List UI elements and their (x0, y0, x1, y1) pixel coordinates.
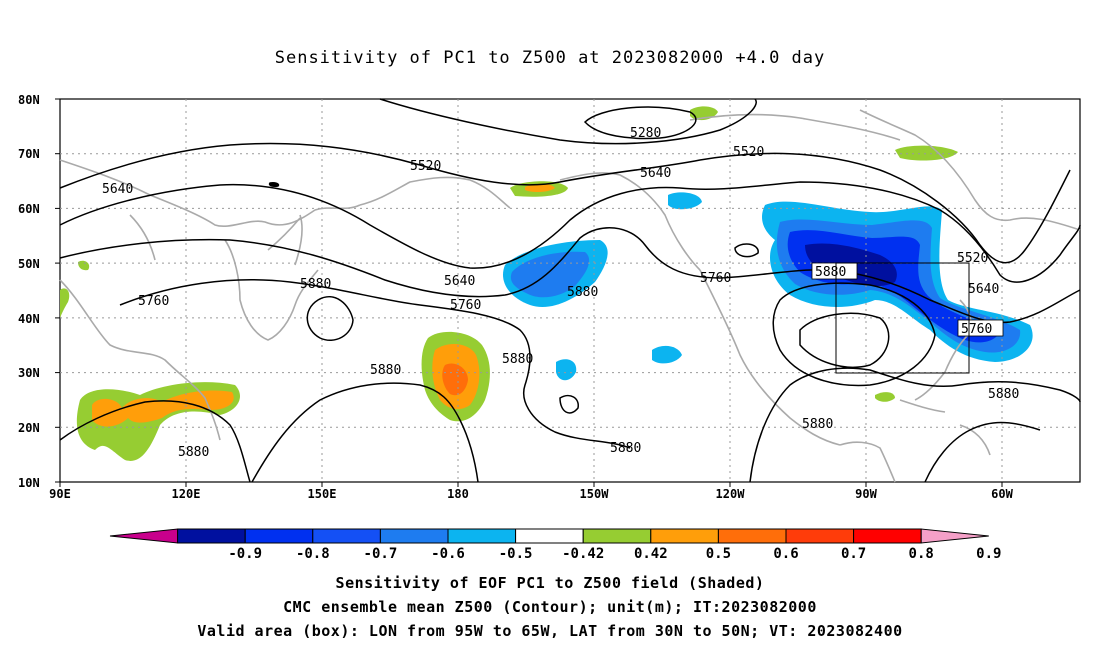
colorbar-segment (244, 528, 314, 544)
graticule (60, 99, 1080, 482)
z500-contours (59, 98, 1081, 483)
colorbar-segment (785, 528, 855, 544)
contour-label: 5520 (733, 145, 764, 160)
colorbar-label: -0.5 (499, 546, 533, 562)
positive-core-asia (92, 390, 234, 427)
contour-label: 5640 (444, 274, 475, 289)
colorbar-segment (717, 528, 787, 544)
lon-label: 150E (308, 487, 337, 501)
lat-label: 10N (18, 476, 40, 490)
colorbar-label: -0.42 (562, 546, 604, 562)
colorbar-label: 0.7 (841, 546, 866, 562)
lon-label: 60W (991, 487, 1013, 501)
contour-label: 5880 (988, 387, 1019, 402)
colorbar-segment (109, 528, 179, 544)
contour-label: 5880 (370, 363, 401, 378)
contour-label: 5640 (640, 166, 671, 181)
lat-label: 30N (18, 366, 40, 380)
colorbar: -0.9 -0.8 -0.7 -0.6 -0.5 -0.42 0.42 0.5 0.6 0.7 0.… (109, 528, 1001, 562)
contour-label: 5880 (567, 285, 598, 300)
colorbar-label: 0.8 (909, 546, 934, 562)
caption-line-1: Sensitivity of EOF PC1 to Z500 field (Sh… (335, 574, 765, 592)
latitude-labels: 80N 70N 60N 50N 40N 30N 20N 10N (18, 93, 40, 490)
contour-label: 5760 (700, 271, 731, 286)
contour-label: 5640 (968, 282, 999, 297)
chart-title: Sensitivity of PC1 to Z500 at 2023082000… (274, 48, 826, 68)
lon-label: 150W (580, 487, 610, 501)
colorbar-segment (515, 528, 584, 544)
colorbar-segment (312, 528, 381, 544)
caption-line-2: CMC ensemble mean Z500 (Contour); unit(m… (283, 598, 817, 616)
coastlines (59, 109, 1081, 483)
colorbar-segment (650, 528, 719, 544)
contour-label: 5640 (102, 182, 133, 197)
contour-label: 5880 (300, 277, 331, 292)
colorbar-label: 0.42 (634, 546, 668, 562)
lat-label: 50N (18, 257, 40, 271)
lon-label: 90W (855, 487, 877, 501)
lat-label: 40N (18, 312, 40, 326)
contour-label: 5760 (450, 298, 481, 313)
colorbar-segment (920, 528, 989, 544)
lon-label: 120W (716, 487, 746, 501)
colorbar-label: 0.5 (706, 546, 731, 562)
contour-label: 5760 (961, 322, 992, 337)
lat-label: 60N (18, 202, 40, 216)
colorbar-segment (379, 528, 449, 544)
colorbar-segment (582, 528, 652, 544)
lon-label: 180 (447, 487, 469, 501)
contour-labels: 5280 5520 5520 5520 5640 5640 5640 5640 … (102, 126, 1019, 460)
axis-ticks (55, 98, 1003, 487)
colorbar-label: 0.6 (773, 546, 798, 562)
caption-line-3: Valid area (box): LON from 95W to 65W, L… (197, 622, 903, 640)
contour-label: 5520 (410, 159, 441, 174)
lon-label: 120E (172, 487, 201, 501)
lon-label: 90E (49, 487, 71, 501)
lat-label: 20N (18, 421, 40, 435)
colorbar-label: 0.9 (976, 546, 1001, 562)
colorbar-segment (853, 528, 922, 544)
colorbar-segment (177, 528, 246, 544)
contour-label: 5880 (815, 265, 846, 280)
contour-label: 5880 (178, 445, 209, 460)
colorbar-label: -0.9 (228, 546, 262, 562)
contour-label: 5280 (630, 126, 661, 141)
contour-label: 5880 (502, 352, 533, 367)
contour-label: 5760 (138, 294, 169, 309)
colorbar-label: -0.8 (296, 546, 330, 562)
colorbar-label: -0.6 (431, 546, 465, 562)
valid-area-box (835, 262, 970, 374)
lat-label: 70N (18, 147, 40, 161)
colorbar-segment (447, 528, 517, 544)
longitude-labels: 90E 120E 150E 180 150W 120W 90W 60W (49, 487, 1013, 501)
contour-label: 5520 (957, 251, 988, 266)
contour-label: 5880 (802, 417, 833, 432)
lat-label: 80N (18, 93, 40, 107)
colorbar-label: -0.7 (364, 546, 398, 562)
contour-label: 5880 (610, 441, 641, 456)
